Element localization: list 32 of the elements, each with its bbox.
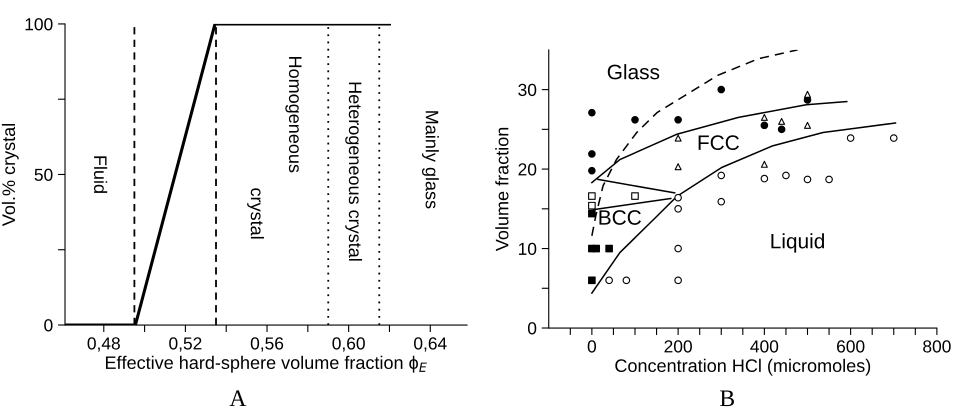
y-axis-title: Volume fraction: [495, 128, 509, 252]
annotation: Heterogeneous crystal: [345, 82, 362, 261]
x-axis-title: Effective hard-sphere volume fraction ϕ$_{E}$: [106, 356, 427, 373]
y-tick-label: 20: [518, 163, 536, 176]
annotation: FCC: [698, 135, 739, 150]
x-tick-label: 600: [837, 340, 864, 353]
x-tick-label: 0,48: [88, 337, 120, 352]
annotation: Liquid: [771, 233, 824, 253]
y-axis-title: Vol.% crystal: [2, 124, 19, 226]
annotation: Glass: [608, 64, 660, 80]
y-tick-label: 0: [44, 319, 53, 332]
y-tick-label: 100: [26, 18, 53, 30]
x-tick-label: 0,64: [414, 337, 447, 352]
x-tick-label: 0: [588, 340, 596, 353]
x-tick-label: 800: [923, 340, 951, 353]
annotation: Homogeneous: [285, 57, 302, 172]
annotation: Mainly glass: [422, 111, 439, 208]
x-tick-label: 200: [664, 340, 692, 353]
y-tick-label: 50: [34, 168, 53, 181]
annotation: Fluid: [94, 156, 108, 193]
y-tick-label: 0: [528, 322, 536, 334]
annotation: BCC: [599, 210, 641, 225]
x-tick-label: 400: [750, 340, 778, 353]
y-tick-label: 10: [518, 242, 536, 256]
annotation: crystal: [247, 188, 264, 238]
text: A: [230, 390, 246, 406]
x-tick-label: 0,56: [250, 337, 284, 352]
text: B: [720, 390, 734, 406]
y-tick-label: 30: [518, 84, 536, 96]
x-tick-label: 0,60: [332, 337, 365, 352]
x-tick-label: 0,52: [169, 337, 202, 352]
x-axis-title: Concentration HCl (micromoles): [615, 358, 870, 376]
